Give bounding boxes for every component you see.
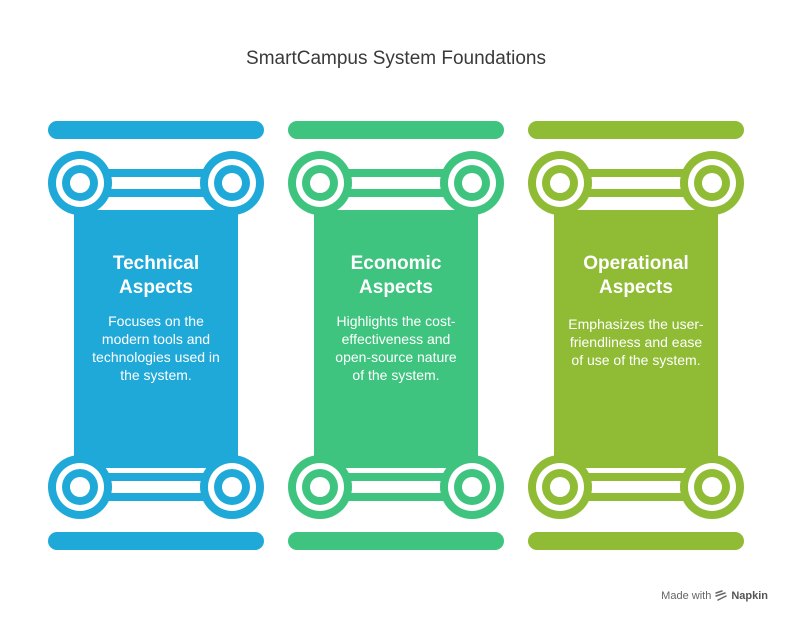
- scroll-bar: [348, 189, 444, 197]
- pillar-shaft: [74, 210, 238, 468]
- scroll-bar: [588, 493, 684, 501]
- scroll-ring-hole: [70, 173, 90, 193]
- scroll-ring-hole: [462, 477, 482, 497]
- bottom-slab: [288, 532, 504, 550]
- pillar-title: Operational Aspects: [583, 253, 689, 298]
- scroll-ring-hole: [70, 477, 90, 497]
- scroll-ring-hole: [310, 477, 330, 497]
- scroll-bar: [108, 493, 204, 501]
- pillar-description: Highlights the cost- effectiveness and o…: [335, 313, 457, 383]
- pillar-graphic: [528, 121, 744, 550]
- pillar-graphic: [288, 121, 504, 550]
- made-with-napkin: Made with Napkin: [661, 590, 768, 602]
- napkin-brand: Napkin: [731, 590, 768, 602]
- bottom-slab: [48, 532, 264, 550]
- scroll-ring-hole: [222, 477, 242, 497]
- scroll-ring-hole: [550, 477, 570, 497]
- scroll-ring-hole: [310, 173, 330, 193]
- scroll-bar: [348, 473, 444, 481]
- pillar-economic: Economic Aspects Highlights the cost- ef…: [288, 0, 504, 624]
- napkin-logo-icon: [715, 590, 728, 601]
- top-slab: [528, 121, 744, 139]
- diagram-title: SmartCampus System Foundations: [246, 48, 546, 69]
- pillar-title: Technical Aspects: [112, 253, 200, 298]
- pillar-operational: Operational Aspects Emphasizes the user-…: [528, 0, 744, 624]
- scroll-bar: [588, 189, 684, 197]
- pillar-graphic: [48, 121, 264, 550]
- scroll-bar: [108, 473, 204, 481]
- scroll-bar: [108, 189, 204, 197]
- top-slab: [288, 121, 504, 139]
- scroll-ring-hole: [702, 173, 722, 193]
- pillar-shaft: [314, 210, 478, 468]
- scroll-ring-hole: [550, 173, 570, 193]
- scroll-bar: [588, 473, 684, 481]
- scroll-ring-hole: [222, 173, 242, 193]
- pillar-technical: Technical Aspects Focuses on the modern …: [48, 0, 264, 624]
- made-with-label: Made with: [661, 590, 712, 602]
- scroll-bar: [588, 169, 684, 177]
- pillar-title: Economic Aspects: [350, 253, 442, 298]
- pillar-description: Focuses on the modern tools and technolo…: [92, 313, 220, 383]
- scroll-bar: [348, 493, 444, 501]
- scroll-bar: [108, 169, 204, 177]
- scroll-ring-hole: [462, 173, 482, 193]
- scroll-bar: [348, 169, 444, 177]
- pillar-description: Emphasizes the user- friendliness and ea…: [568, 316, 704, 368]
- top-slab: [48, 121, 264, 139]
- scroll-ring-hole: [702, 477, 722, 497]
- pillar-shaft: [554, 210, 718, 468]
- bottom-slab: [528, 532, 744, 550]
